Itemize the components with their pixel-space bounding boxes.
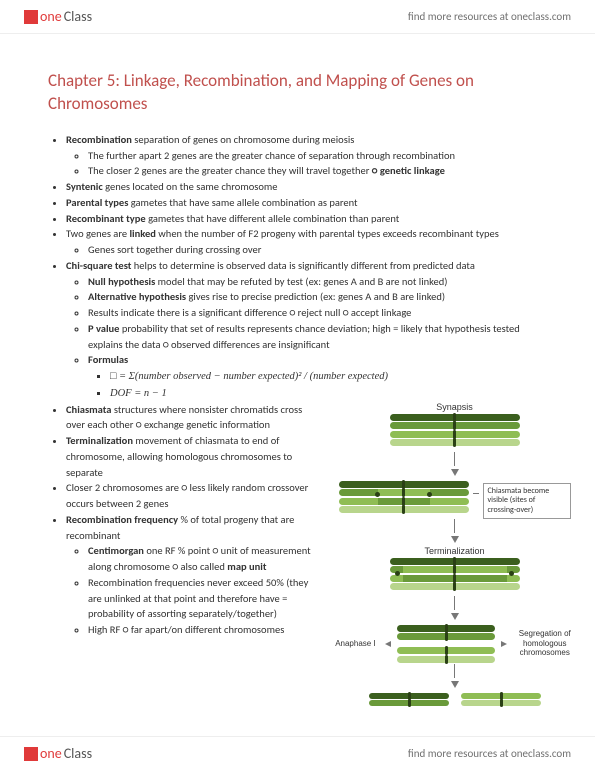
chromosome-pair-terminalization [390,558,520,591]
list-item: Two genes are linked when the number of … [66,226,547,258]
list-item: Genes sort together during crossing over [88,242,547,258]
chromosome-diagram: Synapsis Chiasmata become v [332,402,577,708]
brand-logo: oneClass [24,8,92,25]
chiasmata-row: Chiasmata become visible (sites of cross… [332,479,577,519]
list-item: Closer 2 chromosomes are ○ less likely r… [66,480,318,512]
list-item: The closer 2 genes are the greater chanc… [88,163,547,179]
chromosome-pair-anaphase [397,623,495,664]
list-item: Chiasmata structures where nonsister chr… [66,402,318,434]
logo-square-icon [24,747,38,761]
logo-square-icon [24,10,38,24]
chromosome-separated-2 [461,691,541,708]
list-item: Syntenic genes located on the same chrom… [66,179,547,195]
arrow-down-icon [454,452,455,466]
header: oneClass find more resources at oneclass… [0,0,595,34]
list-item: Recombination frequencies never exceed 5… [88,575,318,622]
notes-list: Recombination separation of genes on chr… [48,132,547,402]
list-item: Chi-square test helps to determine is ob… [66,258,547,402]
chiasmata-callout: Chiasmata become visible (sites of cross… [483,483,571,519]
chromosome-pair-synapsis [390,414,520,447]
notes-list-left: Chiasmata structures where nonsister chr… [48,402,318,638]
stage-label-terminalization: Terminalization [332,546,577,556]
list-item: Alternative hypothesis gives rise to pre… [88,289,547,305]
chapter-title: Chapter 5: Linkage, Recombination, and M… [48,70,547,116]
list-item: Formulas □ = Σ(number observed − number … [88,352,547,401]
chromosome-pair-chiasmata [339,479,469,515]
wrapped-section: Chiasmata structures where nonsister chr… [48,402,547,638]
arrow-right-icon [501,641,507,647]
list-item: Centimorgan one RF % point ○ unit of mea… [88,543,318,575]
list-item: Recombinant type gametes that have diffe… [66,211,547,227]
list-item: Null hypothesis model that may be refute… [88,274,547,290]
arrow-left-icon [385,641,391,647]
arrow-down-icon [454,596,455,610]
list-item: High RF ○ far apart/on different chromos… [88,622,318,638]
list-item: Results indicate there is a significant … [88,305,547,321]
list-item: The further apart 2 genes are the greate… [88,148,547,164]
stage-label-synapsis: Synapsis [332,402,577,412]
list-item: Terminalization movement of chiasmata to… [66,433,318,480]
formula-item: DOF = n − 1 [110,385,547,402]
list-item: P value probability that set of results … [88,321,547,353]
brand-logo-footer: oneClass [24,745,92,762]
document-body: Chapter 5: Linkage, Recombination, and M… [0,34,595,648]
arrow-down-icon [451,469,459,476]
formula-item: □ = Σ(number observed − number expected)… [110,368,547,385]
stage-label-anaphase: Anaphase I [332,639,379,649]
chromosome-separated-1 [369,691,449,708]
arrow-down-icon [454,519,455,533]
list-item: Parental types gametes that have same al… [66,195,547,211]
anaphase-row: Anaphase I Segregation of homologous chr… [332,623,577,664]
list-item: Recombination frequency % of total proge… [66,512,318,638]
footer-tagline: find more resources at oneclass.com [408,747,571,760]
separated-chromosomes [332,691,577,708]
list-item: Recombination separation of genes on chr… [66,132,547,179]
logo-text-one: one [40,745,62,762]
footer: oneClass find more resources at oneclass… [0,736,595,770]
arrow-down-icon [451,613,459,620]
segregation-label: Segregation of homologous chromosomes [513,629,577,658]
arrow-down-icon [451,681,459,688]
arrow-down-icon [454,664,455,678]
header-tagline: find more resources at oneclass.com [408,10,571,23]
arrow-down-icon [451,536,459,543]
logo-text-class: Class [64,8,92,25]
logo-text-class: Class [64,745,92,762]
logo-text-one: one [40,8,62,25]
